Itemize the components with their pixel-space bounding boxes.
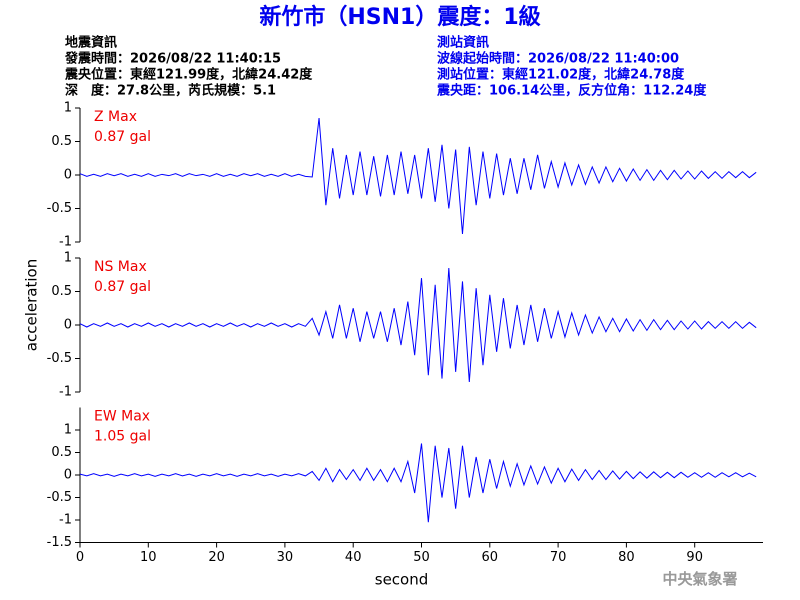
- title: 新竹市（HSN1）震度：1級: [259, 4, 540, 30]
- y-tick-label: -0.5: [47, 351, 72, 366]
- y-tick-label: 0: [64, 468, 72, 483]
- y-tick-label: -1.5: [47, 535, 72, 550]
- x-tick-label: 20: [208, 550, 225, 565]
- annotation: Z Max: [94, 109, 137, 125]
- info-line: 深 度：27.8公里，芮氏規模：5.1: [65, 83, 276, 99]
- waveform: [79, 268, 757, 382]
- x-tick-label: 0: [76, 550, 84, 565]
- x-tick-label: 70: [550, 550, 567, 565]
- y-tick-label: 0: [64, 168, 72, 183]
- info-line: 震央位置：東經121.99度，北緯24.42度: [64, 67, 313, 83]
- y-tick-label: -1: [59, 235, 72, 250]
- x-tick-label: 90: [686, 550, 703, 565]
- y-tick-label: 0.5: [51, 445, 72, 460]
- annotation: 0.87 gal: [94, 129, 151, 145]
- y-tick-label: 0: [64, 318, 72, 333]
- y-axis-label: acceleration: [23, 259, 41, 351]
- x-tick-label: 10: [140, 550, 157, 565]
- info-line: 發震時間：2026/08/22 11:40:15: [64, 51, 281, 67]
- x-tick-label: 80: [618, 550, 635, 565]
- x-tick-label: 40: [345, 550, 362, 565]
- annotation: NS Max: [94, 259, 147, 275]
- event-info: 地震資訊 發震時間：2026/08/22 11:40:15 震央位置：東經121…: [64, 35, 313, 99]
- y-tick-label: -1: [59, 385, 72, 400]
- y-tick-label: -0.5: [47, 201, 72, 216]
- info-line: 地震資訊: [65, 35, 117, 51]
- annotation: 0.87 gal: [94, 279, 151, 295]
- y-tick-label: 1: [64, 101, 72, 116]
- info-line: 震央距：106.14公里，反方位角：112.24度: [436, 83, 707, 99]
- x-axis-label: second: [375, 571, 429, 589]
- y-tick-label: 1: [64, 423, 72, 438]
- info-line: 測站位置：東經121.02度，北緯24.78度: [437, 67, 685, 83]
- y-tick-label: 1: [64, 251, 72, 266]
- footer: 中央氣象署: [662, 570, 737, 588]
- station-info: 測站資訊 波線起始時間：2026/08/22 11:40:00 測站位置：東經1…: [436, 35, 707, 99]
- annotation: 1.05 gal: [94, 429, 151, 445]
- info-line: 測站資訊: [437, 35, 489, 51]
- x-tick-label: 30: [277, 550, 294, 565]
- x-tick-label: 50: [413, 550, 430, 565]
- waveform: [79, 443, 757, 523]
- y-tick-label: 0.5: [51, 134, 72, 149]
- annotation: EW Max: [94, 409, 150, 425]
- y-tick-label: -1: [59, 513, 72, 528]
- y-tick-label: 0.5: [51, 284, 72, 299]
- waveform: [79, 117, 757, 235]
- info-line: 波線起始時間：2026/08/22 11:40:00: [437, 51, 679, 67]
- x-tick-label: 60: [482, 550, 499, 565]
- y-tick-label: -0.5: [47, 490, 72, 505]
